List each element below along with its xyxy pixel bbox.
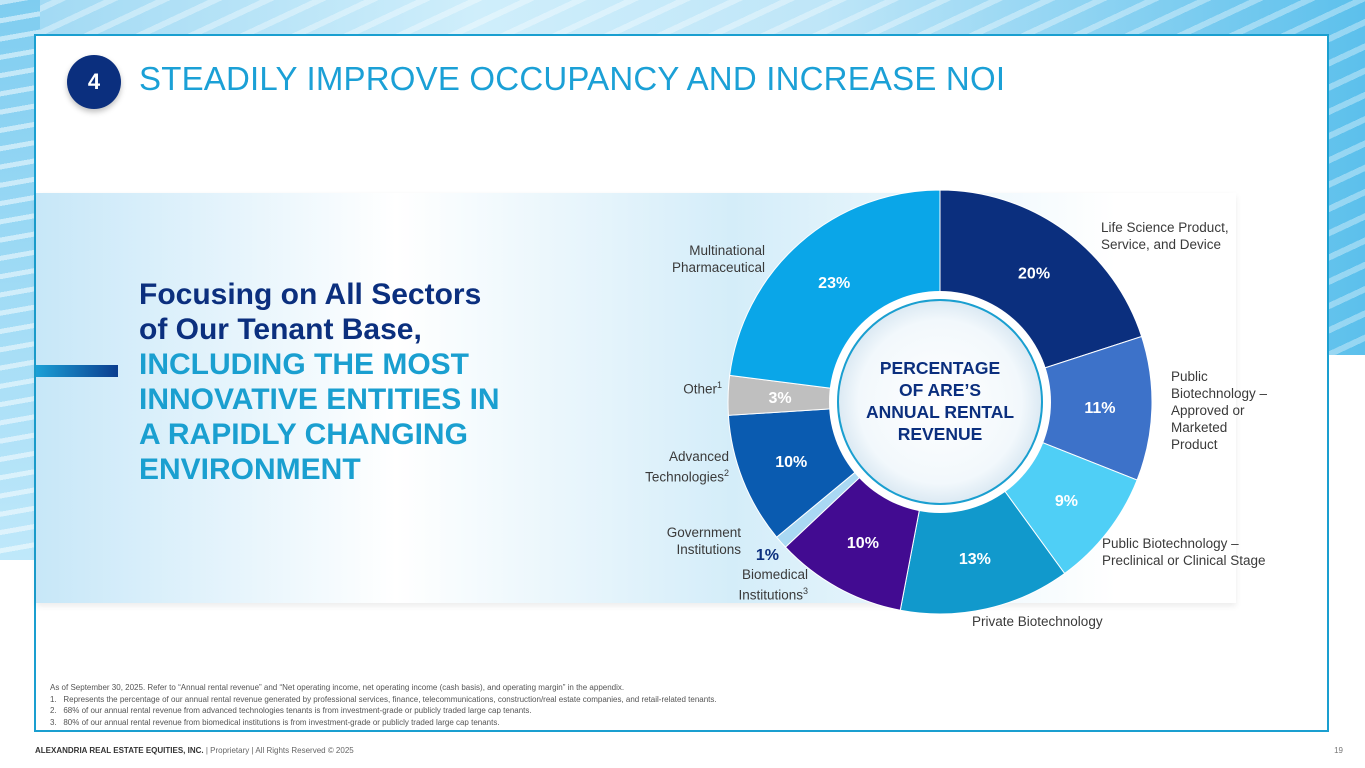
footnotes: As of September 30, 2025. Refer to “Annu… [50,682,717,728]
label-line: Institutions3 [738,583,808,604]
legend-biomedical: Biomedical Institutions3 [738,566,808,604]
slice-value-label: 10% [847,535,879,552]
label-line: Advanced [668,449,729,464]
background-photo-left [0,0,40,560]
legend-life-science: Life Science Product, Service, and Devic… [1101,219,1229,253]
donut-center-ring [837,299,1043,505]
label-line: Product [1171,437,1218,452]
slice-value-label: 20% [1018,266,1050,283]
label-line: Pharmaceutical [671,260,765,275]
label-line: Biomedical [741,567,808,582]
label-line: Biotechnology – [1171,386,1268,401]
center-line: OF ARE’S [899,380,981,400]
slice-value-label: 13% [959,551,991,568]
legend-public-approved: Public Biotechnology – Approved or Marke… [1171,368,1267,453]
headline-line: ENVIRONMENT [139,453,361,486]
donut-slices [727,189,1153,615]
label-line: Life Science Product, [1101,220,1229,235]
footnote-item: 2. 68% of our annual rental revenue from… [50,706,532,715]
footnote-intro: As of September 30, 2025. Refer to “Annu… [50,683,625,692]
center-line: REVENUE [897,424,983,444]
legend-other: Other1 [683,377,722,398]
headline-line: of Our Tenant Base, [139,313,422,346]
label-line: Marketed [1171,420,1228,435]
slice-value-label: 1% [756,547,779,564]
headline: Focusing on All Sectors of Our Tenant Ba… [139,277,500,487]
label-line: Preclinical or Clinical Stage [1102,553,1266,568]
footnote-marker: 3 [802,586,808,596]
label-text: Other [683,381,717,397]
donut-center-title: PERCENTAGE OF ARE’S ANNUAL RENTAL REVENU… [845,357,1035,445]
slice-value-label: 9% [1055,493,1078,510]
slice-value-label: 3% [769,390,792,407]
slice-value-label: 23% [818,275,850,292]
legend-government: Government Institutions [667,524,741,558]
footnote-item: 3. 80% of our annual rental revenue from… [50,717,500,727]
donut-slice-labels: 20% 11% 9% 13% 10% 1% 10% 3% 23% [756,266,1116,569]
slide-title: STEADILY IMPROVE OCCUPANCY AND INCREASE … [139,60,1006,97]
legend-private: Private Biotechnology [972,614,1103,629]
label-line: Technologies2 [645,465,729,486]
page-number: 19 [1334,746,1343,755]
footnote-marker: 1 [716,380,722,390]
headline-line: A RAPIDLY CHANGING [139,418,468,451]
label-line: Service, and Device [1101,237,1222,252]
label-line: Public Biotechnology – [1102,536,1239,551]
footer-rights: | Proprietary | All Rights Reserved © 20… [203,746,354,755]
label-line: Multinational [689,243,765,258]
headline-line: Focusing on All Sectors [139,278,482,311]
headline-line: INNOVATIVE ENTITIES IN [139,383,500,416]
footnote-marker: 2 [723,468,729,478]
footer: ALEXANDRIA REAL ESTATE EQUITIES, INC. | … [35,746,354,755]
headline-line: INCLUDING THE MOST [139,348,469,381]
center-line: ANNUAL RENTAL [865,402,1015,422]
legend-advanced: Advanced Technologies2 [645,448,729,486]
slice-value-label: 10% [775,454,807,471]
accent-bar [36,365,118,377]
label-line: Approved or [1171,403,1245,418]
label-text: Technologies [645,469,724,485]
center-line: PERCENTAGE [879,358,1001,378]
label-text: Institutions [738,587,803,603]
legend-public-preclinical: Public Biotechnology – Preclinical or Cl… [1102,535,1266,569]
legend-multinational: Multinational Pharmaceutical [672,242,765,276]
label-line: Institutions [676,542,741,557]
footer-company: ALEXANDRIA REAL ESTATE EQUITIES, INC. [35,746,204,755]
slice-value-label: 11% [1084,400,1115,417]
label-line: Government [666,525,741,540]
label-line: Public [1171,369,1208,384]
section-number-badge: 4 [67,55,121,109]
footnote-item: 1. Represents the percentage of our annu… [50,694,717,704]
